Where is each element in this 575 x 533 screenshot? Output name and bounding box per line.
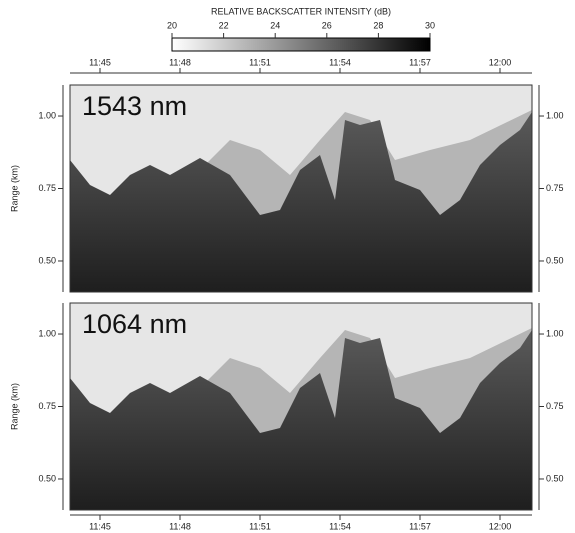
x-tick-label: 11:57 (409, 521, 431, 531)
colorbar-tick-label: 26 (322, 20, 332, 30)
x-tick-label: 12:00 (489, 521, 512, 531)
y-tick-label: 0.75 (546, 183, 564, 193)
x-tick-label: 11:45 (89, 521, 111, 531)
figure: RELATIVE BACKSCATTER INTENSITY (dB) 20 22… (0, 0, 575, 533)
colorbar-tick-label: 22 (219, 20, 229, 30)
y-tick-label: 1.00 (546, 110, 564, 120)
x-tick-label: 11:51 (249, 521, 271, 531)
x-tick-label: 11:48 (169, 521, 191, 531)
colorbar-tick-label: 20 (167, 20, 177, 30)
y-tick-label: 0.50 (38, 255, 56, 265)
annotation: 1064 nm (82, 309, 187, 339)
x-tick-label: 11:51 (249, 57, 271, 67)
colorbar-tick-label: 28 (373, 20, 383, 30)
y-tick-label: 1.00 (546, 328, 564, 338)
colorbar-title: RELATIVE BACKSCATTER INTENSITY (dB) (211, 6, 391, 16)
y-tick-label: 1.00 (38, 110, 56, 120)
x-tick-label: 11:54 (329, 521, 351, 531)
x-tick-label: 11:45 (89, 57, 111, 67)
y-tick-label: 0.50 (546, 255, 564, 265)
y-axis-label: Range (km) (9, 383, 19, 430)
colorbar-tick-label: 30 (425, 20, 435, 30)
y-tick-label: 0.50 (546, 473, 564, 483)
x-tick-label: 12:00 (489, 57, 512, 67)
x-tick-label: 11:57 (409, 57, 431, 67)
colorbar (172, 38, 430, 51)
annotation: 1543 nm (82, 91, 187, 121)
x-tick-label: 11:48 (169, 57, 191, 67)
colorbar-tick-label: 24 (270, 20, 280, 30)
y-tick-label: 0.75 (38, 183, 56, 193)
y-tick-label: 0.50 (38, 473, 56, 483)
x-tick-label: 11:54 (329, 57, 351, 67)
y-tick-label: 0.75 (38, 401, 56, 411)
y-axis-label: Range (km) (9, 165, 19, 212)
y-tick-label: 0.75 (546, 401, 564, 411)
y-tick-label: 1.00 (38, 328, 56, 338)
